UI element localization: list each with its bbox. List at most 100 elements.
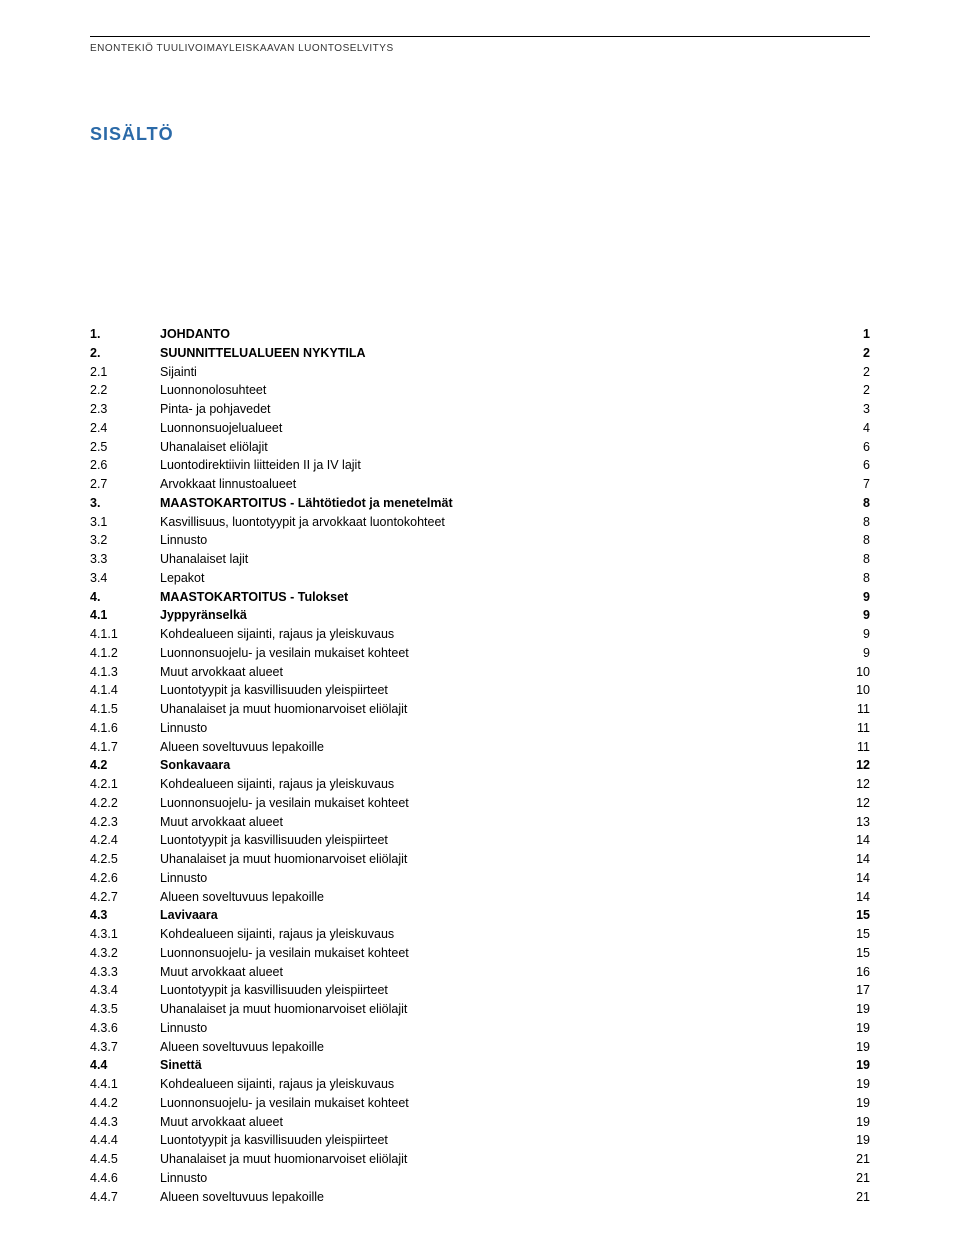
toc-entry-number: 3.4 — [90, 569, 160, 588]
toc-entry-page: 16 — [810, 963, 870, 982]
toc-row: 3.3Uhanalaiset lajit8 — [90, 550, 870, 569]
toc-entry-label: JOHDANTO — [160, 325, 810, 344]
toc-entry-page: 2 — [810, 344, 870, 363]
toc-row: 3.4Lepakot8 — [90, 569, 870, 588]
toc-row: 4.2.3Muut arvokkaat alueet13 — [90, 813, 870, 832]
toc-entry-page: 7 — [810, 475, 870, 494]
toc-entry-number: 2.1 — [90, 363, 160, 382]
toc-entry-page: 1 — [810, 325, 870, 344]
toc-entry-number: 2.4 — [90, 419, 160, 438]
toc-entry-number: 4.3.5 — [90, 1000, 160, 1019]
running-head: ENONTEKIÖ TUULIVOIMAYLEISKAAVAN LUONTOSE… — [90, 43, 870, 54]
toc-entry-label: Lepakot — [160, 569, 810, 588]
toc-entry-label: Luonnonsuojelu- ja vesilain mukaiset koh… — [160, 644, 810, 663]
toc-entry-label: Muut arvokkaat alueet — [160, 663, 810, 682]
toc-entry-number: 4.3.1 — [90, 925, 160, 944]
toc-entry-number: 4.1.2 — [90, 644, 160, 663]
toc-entry-label: MAASTOKARTOITUS - Lähtötiedot ja menetel… — [160, 494, 810, 513]
toc-row: 2.4Luonnonsuojelualueet4 — [90, 419, 870, 438]
toc-row: 4.2.7Alueen soveltuvuus lepakoille14 — [90, 888, 870, 907]
toc-entry-number: 4.4.1 — [90, 1075, 160, 1094]
toc-row: 4.1Jyppyränselkä9 — [90, 606, 870, 625]
toc-entry-label: Muut arvokkaat alueet — [160, 813, 810, 832]
toc-entry-page: 9 — [810, 606, 870, 625]
toc-entry-number: 4.1.1 — [90, 625, 160, 644]
toc-entry-number: 4.4.4 — [90, 1131, 160, 1150]
toc-row: 4.4.1Kohdealueen sijainti, rajaus ja yle… — [90, 1075, 870, 1094]
toc-entry-page: 8 — [810, 531, 870, 550]
toc-entry-label: Linnusto — [160, 719, 810, 738]
toc-entry-label: Luonnonsuojelualueet — [160, 419, 810, 438]
toc-entry-page: 17 — [810, 981, 870, 1000]
toc-row: 4.3.3Muut arvokkaat alueet16 — [90, 963, 870, 982]
toc-entry-page: 4 — [810, 419, 870, 438]
toc-row: 4.1.2Luonnonsuojelu- ja vesilain mukaise… — [90, 644, 870, 663]
toc-entry-number: 4.4.3 — [90, 1113, 160, 1132]
toc-row: 4.3.2Luonnonsuojelu- ja vesilain mukaise… — [90, 944, 870, 963]
toc-entry-number: 4.2.5 — [90, 850, 160, 869]
toc-entry-label: SUUNNITTELUALUEEN NYKYTILA — [160, 344, 810, 363]
toc-entry-number: 4.4.5 — [90, 1150, 160, 1169]
toc-entry-number: 3.1 — [90, 513, 160, 532]
toc-row: 4.3.1Kohdealueen sijainti, rajaus ja yle… — [90, 925, 870, 944]
toc-entry-label: Uhanalaiset lajit — [160, 550, 810, 569]
toc-entry-page: 8 — [810, 494, 870, 513]
toc-entry-label: Uhanalaiset ja muut huomionarvoiset eliö… — [160, 1150, 810, 1169]
toc-entry-page: 15 — [810, 944, 870, 963]
toc-entry-number: 2.2 — [90, 381, 160, 400]
toc-row: 4.1.6Linnusto11 — [90, 719, 870, 738]
toc-entry-number: 4.1.5 — [90, 700, 160, 719]
toc-entry-page: 11 — [810, 738, 870, 757]
toc-entry-label: Sinettä — [160, 1056, 810, 1075]
toc-entry-label: Luontotyypit ja kasvillisuuden yleispiir… — [160, 831, 810, 850]
toc-row: 4.2.2Luonnonsuojelu- ja vesilain mukaise… — [90, 794, 870, 813]
toc-entry-page: 6 — [810, 456, 870, 475]
toc-entry-label: Kohdealueen sijainti, rajaus ja yleiskuv… — [160, 925, 810, 944]
toc-entry-page: 15 — [810, 925, 870, 944]
toc-entry-number: 4.2.4 — [90, 831, 160, 850]
toc-row: 4.3.5Uhanalaiset ja muut huomionarvoiset… — [90, 1000, 870, 1019]
toc-row: 2.SUUNNITTELUALUEEN NYKYTILA2 — [90, 344, 870, 363]
toc-entry-number: 1. — [90, 325, 160, 344]
toc-row: 2.7Arvokkaat linnustoalueet7 — [90, 475, 870, 494]
toc-entry-label: Linnusto — [160, 1019, 810, 1038]
toc-entry-page: 19 — [810, 1113, 870, 1132]
toc-entry-number: 4.4.6 — [90, 1169, 160, 1188]
toc-entry-number: 2.6 — [90, 456, 160, 475]
toc-entry-page: 14 — [810, 888, 870, 907]
toc-row: 4.1.3Muut arvokkaat alueet10 — [90, 663, 870, 682]
toc-row: 4.4.5Uhanalaiset ja muut huomionarvoiset… — [90, 1150, 870, 1169]
toc-entry-page: 9 — [810, 588, 870, 607]
toc-entry-label: Luontotyypit ja kasvillisuuden yleispiir… — [160, 981, 810, 1000]
toc-row: 4.3.7Alueen soveltuvuus lepakoille19 — [90, 1038, 870, 1057]
toc-row: 4.3.4Luontotyypit ja kasvillisuuden ylei… — [90, 981, 870, 1000]
toc-entry-page: 19 — [810, 1056, 870, 1075]
toc-entry-page: 10 — [810, 681, 870, 700]
toc-entry-page: 14 — [810, 850, 870, 869]
toc-entry-number: 4.4.7 — [90, 1188, 160, 1207]
page: ENONTEKIÖ TUULIVOIMAYLEISKAAVAN LUONTOSE… — [0, 0, 960, 1247]
toc-entry-number: 4.2.1 — [90, 775, 160, 794]
toc-entry-number: 2.7 — [90, 475, 160, 494]
toc-row: 4.4.6Linnusto21 — [90, 1169, 870, 1188]
toc-entry-page: 8 — [810, 550, 870, 569]
toc-entry-page: 2 — [810, 363, 870, 382]
toc-row: 4.4.4Luontotyypit ja kasvillisuuden ylei… — [90, 1131, 870, 1150]
toc-row: 3.1Kasvillisuus, luontotyypit ja arvokka… — [90, 513, 870, 532]
toc-entry-label: Jyppyränselkä — [160, 606, 810, 625]
toc-entry-label: Sonkavaara — [160, 756, 810, 775]
toc-row: 4.3.6Linnusto19 — [90, 1019, 870, 1038]
toc-row: 4.2.4Luontotyypit ja kasvillisuuden ylei… — [90, 831, 870, 850]
toc-entry-page: 2 — [810, 381, 870, 400]
toc-entry-number: 2.5 — [90, 438, 160, 457]
toc-entry-label: MAASTOKARTOITUS - Tulokset — [160, 588, 810, 607]
header-rule — [90, 36, 870, 37]
toc-entry-number: 4.2 — [90, 756, 160, 775]
toc-entry-label: Alueen soveltuvuus lepakoille — [160, 1188, 810, 1207]
toc-entry-label: Luontotyypit ja kasvillisuuden yleispiir… — [160, 681, 810, 700]
toc-entry-number: 4.2.7 — [90, 888, 160, 907]
toc-entry-page: 21 — [810, 1188, 870, 1207]
toc-entry-number: 4.1 — [90, 606, 160, 625]
toc-entry-number: 4.1.6 — [90, 719, 160, 738]
toc-entry-number: 4.3.6 — [90, 1019, 160, 1038]
